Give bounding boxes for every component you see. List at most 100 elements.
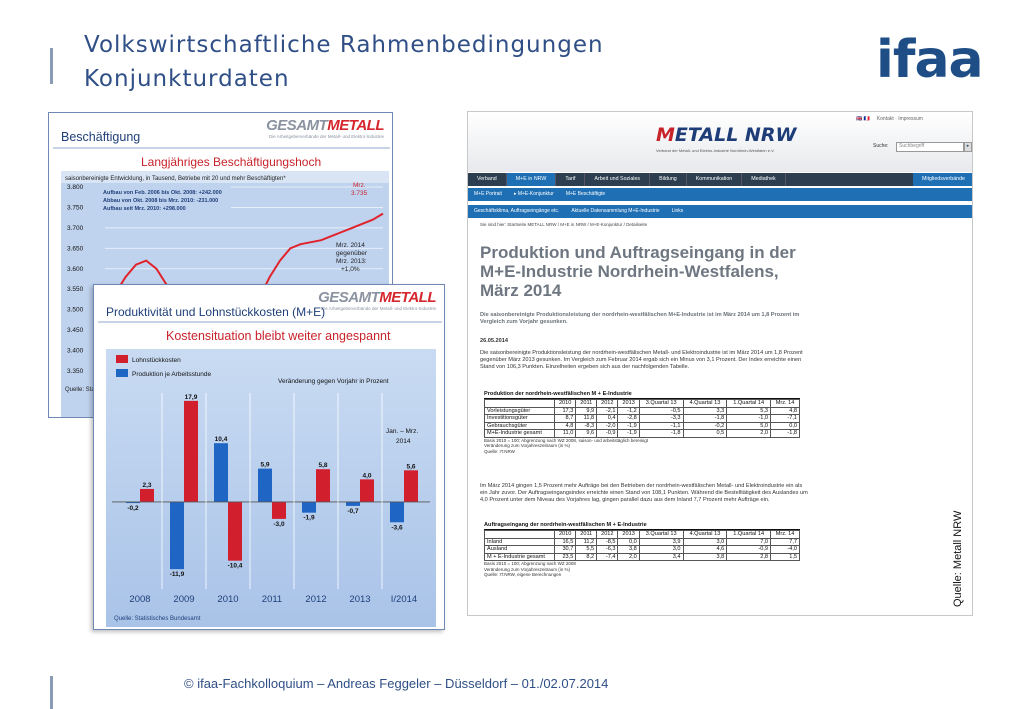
table-row: Vorleistungsgüter 17,3 9,9 -2,1 -1,2 -0,5 3,3 5…: [484, 406, 800, 415]
subnav-portrait[interactable]: M+E Portrait: [474, 191, 502, 197]
subnav-links[interactable]: Links: [671, 208, 684, 214]
legend-label-red: Lohnstückkosten: [132, 357, 181, 364]
note-1: Aufbau von Feb. 2006 bis Okt. 2008: +242…: [103, 190, 222, 196]
bar-productivity-2011: [258, 468, 272, 502]
bar-productivity-2009: [170, 501, 184, 570]
y-tick-label: 3.650: [67, 245, 84, 252]
table-header-row: 2010 2011 2012 2013 3.Quartal 13 4.Quartal 13…: [484, 530, 800, 539]
table-note-2: Veränderung zum Vorjahreszeitraum (in %): [484, 566, 571, 572]
footer-text: © ifaa-Fachkolloquium – Andreas Feggeler…: [184, 676, 609, 691]
language-flags[interactable]: 🇬🇧 🇫🇷 Kontakt · Impressum: [856, 116, 923, 122]
slide-header: Beschäftigung GESAMTMETALL Die Arbeitgeb…: [49, 113, 392, 153]
table-caption: Auftragseingang der nordrhein-westfälisc…: [484, 522, 800, 530]
chart-headline: Langjähriges Beschäftigungshoch: [141, 155, 322, 169]
chart-subtitle: saisonbereinigte Entwicklung, in Tausend…: [65, 176, 286, 182]
accent-bar-bottom: [50, 676, 53, 709]
legend-label-blue: Produktion je Arbeitsstunde: [132, 371, 212, 378]
source-vertical-label: Quelle: Metall NRW: [952, 510, 964, 607]
search-button[interactable]: ▸: [964, 142, 972, 152]
legend-swatch-red: [116, 355, 128, 363]
value-label-blue: -11,9: [170, 571, 185, 578]
table-note-3: Quelle: IT.NRW: [484, 448, 515, 454]
y-tick-label: 3.400: [67, 348, 84, 355]
bar-unit-labour-cost-I/2014: [404, 470, 418, 502]
nav-bildung[interactable]: Bildung: [650, 173, 687, 186]
category-label: I/2014: [391, 594, 417, 605]
value-label-red: 17,9: [185, 394, 198, 401]
category-label: 2012: [305, 594, 326, 605]
bar-series: -0,2 2,3 -11,9 17,9 10,4 -10,4 5,9 -3,0 -1,9 5,8 -…: [126, 394, 418, 578]
unit-note: Veränderung gegen Vorjahr in Prozent: [278, 378, 389, 385]
last-period-label-1: Jan. – Mrz.: [386, 428, 418, 435]
table-row: Investitionsgüter 8,7 11,8 0,4 -2,8 -3,3 -1,8-…: [484, 414, 800, 423]
subnav-beschaeftigte[interactable]: M+E Beschäftigte: [565, 191, 606, 197]
table-row: Ausland 30,7 5,5 -6,3 3,8 3,0 4,6 -0,9 -4,0: [484, 545, 800, 554]
value-label-blue: 5,9: [260, 462, 269, 469]
productivity-bar-chart: Lohnstückkosten Produktion je Arbeitsstu…: [106, 349, 436, 627]
nav-verband[interactable]: Verband: [468, 173, 507, 186]
category-label: 2011: [262, 594, 282, 605]
orders-table: Auftragseingang der nordrhein-westfälisc…: [484, 522, 800, 578]
bar-unit-labour-cost-2013: [360, 479, 374, 502]
article-paragraph-1: Die saisonbereinigte Produktionsleistung…: [480, 350, 803, 370]
page-subtitle: Konjunkturdaten: [84, 66, 290, 92]
note-3: Aufbau seit Mrz. 2010: +298.000: [103, 206, 186, 212]
metall-nrw-logo: METALL NRW: [656, 124, 797, 146]
nav-kommunikation[interactable]: Kommunikation: [687, 173, 743, 186]
table-note-3: Quelle: IT.NRW, eigene Berechnungen: [484, 572, 562, 577]
nav-tarif[interactable]: Tarif: [556, 173, 586, 186]
y-tick-label: 3.750: [67, 204, 84, 211]
table-row: Gebrauchsgüter 4,8 -8,3 -2,0 -1,9 -1,1 -0,2 5,0…: [484, 421, 800, 430]
slide-header: Produktivität und Lohnstückkosten (M+E) …: [94, 285, 444, 325]
nav-arbeit-soziales[interactable]: Arbeit und Soziales: [585, 173, 651, 186]
category-labels: 2008 2009 2010 2011 2012 2013 I/2014: [129, 594, 417, 605]
value-label-red: 4,0: [362, 472, 371, 479]
slide-productivity: Produktivität und Lohnstückkosten (M+E) …: [93, 284, 445, 630]
page-title: Volkswirtschaftliche Rahmenbedingungen: [84, 32, 604, 58]
value-label-blue: -0,7: [347, 508, 359, 515]
y-tick-label: 3.350: [67, 368, 84, 375]
change-label-4: +1,0%: [341, 266, 360, 273]
bar-productivity-2010: [214, 443, 228, 502]
value-label-blue: -1,9: [303, 515, 315, 522]
y-tick-label: 3.800: [67, 184, 84, 191]
category-label: 2009: [173, 594, 194, 605]
article-date: 26.05.2014: [480, 338, 508, 344]
table-note-1: Basis 2010 = 100; Abgrenzung nach WZ 200…: [484, 561, 576, 566]
table-header-row: 2010 2011 2012 2013 3.Quartal 13 4.Quartal 13…: [484, 399, 800, 408]
chart-headline: Kostensituation bleibt weiter angespannt: [166, 329, 391, 343]
value-label-red: -10,4: [228, 563, 243, 570]
bar-unit-labour-cost-2008: [140, 488, 154, 502]
category-label: 2008: [129, 594, 150, 605]
bar-productivity-I/2014: [390, 501, 404, 523]
search-input[interactable]: Suchbegriff: [896, 142, 964, 152]
search-label: Suche:: [873, 143, 889, 149]
bar-productivity-2012: [302, 501, 316, 513]
bar-productivity-2008: [126, 501, 140, 504]
ifaa-logo: ifaa: [876, 30, 984, 90]
article-paragraph-2: Im März 2014 gingen 1,5 Prozent mehr Auf…: [480, 483, 808, 503]
subnav-datensammlung[interactable]: Aktuelle Datensammlung M+E-Industrie: [571, 208, 660, 214]
last-value: 3.735: [351, 190, 368, 197]
nav-mediathek[interactable]: Mediathek: [742, 173, 786, 186]
metall-nrw-tagline: Verband der Metall- und Elektro-Industri…: [656, 148, 775, 153]
table-note-2: Veränderung zum Vorjahreszeitraum (in %): [484, 443, 571, 448]
bar-unit-labour-cost-2010: [228, 501, 242, 561]
subnav-konjunktur[interactable]: ▸ M+E-Konjunktur: [513, 191, 554, 197]
change-label-2: gegenüber: [336, 250, 368, 257]
value-label-red: 2,3: [142, 482, 151, 489]
table-row: M + E-Industrie gesamt 23,5 8,2 -7,4 2,0 3,4 3…: [484, 552, 800, 561]
nav-mitgliedsverbaende[interactable]: Mitgliedsverbände: [913, 173, 972, 186]
nav-me-in-nrw[interactable]: M+E in NRW: [506, 173, 557, 186]
annotation-notes: Aufbau von Feb. 2006 bis Okt. 2008: +242…: [101, 185, 231, 217]
breadcrumb[interactable]: Sie sind hier: Startseite METALL NRW / M…: [480, 222, 648, 227]
value-label-red: 5,8: [318, 462, 327, 469]
subnav-geschaeftsklima[interactable]: Geschäftsklima, Auftragseingänge etc.: [474, 208, 560, 214]
change-label-1: Mrz. 2014: [336, 242, 365, 249]
value-label-blue: -3,6: [391, 524, 403, 531]
y-tick-label: 3.450: [67, 327, 84, 334]
legend-swatch-blue: [116, 369, 128, 377]
gesamtmetall-logo: GESAMTMETALL Die Arbeitgeberverbände der…: [318, 289, 436, 311]
table-note-1: Basis 2010 = 100; Abgrenzung nach WZ 200…: [484, 437, 648, 443]
bar-unit-labour-cost-2009: [184, 400, 198, 502]
